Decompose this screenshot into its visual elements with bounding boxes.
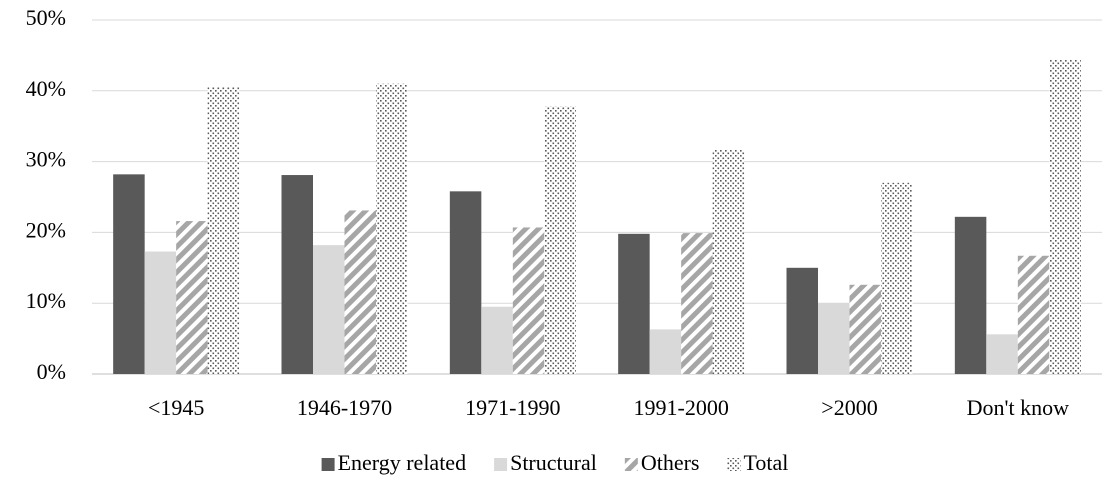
- legend-label: Energy related: [338, 450, 466, 475]
- bar: [281, 175, 313, 374]
- bar: [1017, 255, 1050, 374]
- bar: [144, 251, 177, 374]
- bar: [954, 216, 987, 374]
- x-tick-label: 1971-1990: [465, 395, 560, 420]
- x-tick-label: 1946-1970: [297, 395, 392, 420]
- bar: [986, 334, 1018, 374]
- bar: [786, 267, 818, 374]
- bar: [512, 227, 545, 374]
- bar: [376, 83, 408, 374]
- bar: [449, 191, 482, 374]
- y-tick-label: 30%: [26, 147, 66, 172]
- x-tick-label: 1991-2000: [634, 395, 729, 420]
- y-tick-label: 20%: [26, 217, 66, 242]
- y-tick-label: 40%: [26, 76, 66, 101]
- x-tick-label: <1945: [148, 395, 204, 420]
- bar: [344, 210, 376, 374]
- legend-label: Others: [641, 450, 700, 475]
- bar: [313, 245, 345, 374]
- legend-swatch: [727, 458, 741, 471]
- legend-label: Structural: [510, 450, 597, 475]
- bar: [712, 149, 745, 374]
- bar: [649, 329, 682, 374]
- y-tick-label: 50%: [26, 5, 66, 30]
- bar: [481, 306, 513, 374]
- bar: [176, 221, 208, 374]
- bar: [544, 106, 576, 374]
- bar: [881, 182, 913, 374]
- x-tick-label: >2000: [821, 395, 877, 420]
- bar: [849, 284, 881, 374]
- bar: [113, 174, 145, 374]
- legend-swatch: [321, 458, 335, 471]
- bar: [818, 303, 850, 374]
- bar: [618, 233, 650, 374]
- bar: [681, 233, 713, 374]
- bar: [1049, 59, 1081, 374]
- legend-label: Total: [744, 450, 789, 475]
- legend-swatch: [624, 458, 638, 471]
- legend-swatch: [494, 458, 508, 471]
- y-tick-label: 10%: [26, 288, 66, 313]
- bar: [207, 87, 240, 374]
- y-tick-label: 0%: [37, 359, 66, 384]
- x-tick-label: Don't know: [967, 395, 1069, 420]
